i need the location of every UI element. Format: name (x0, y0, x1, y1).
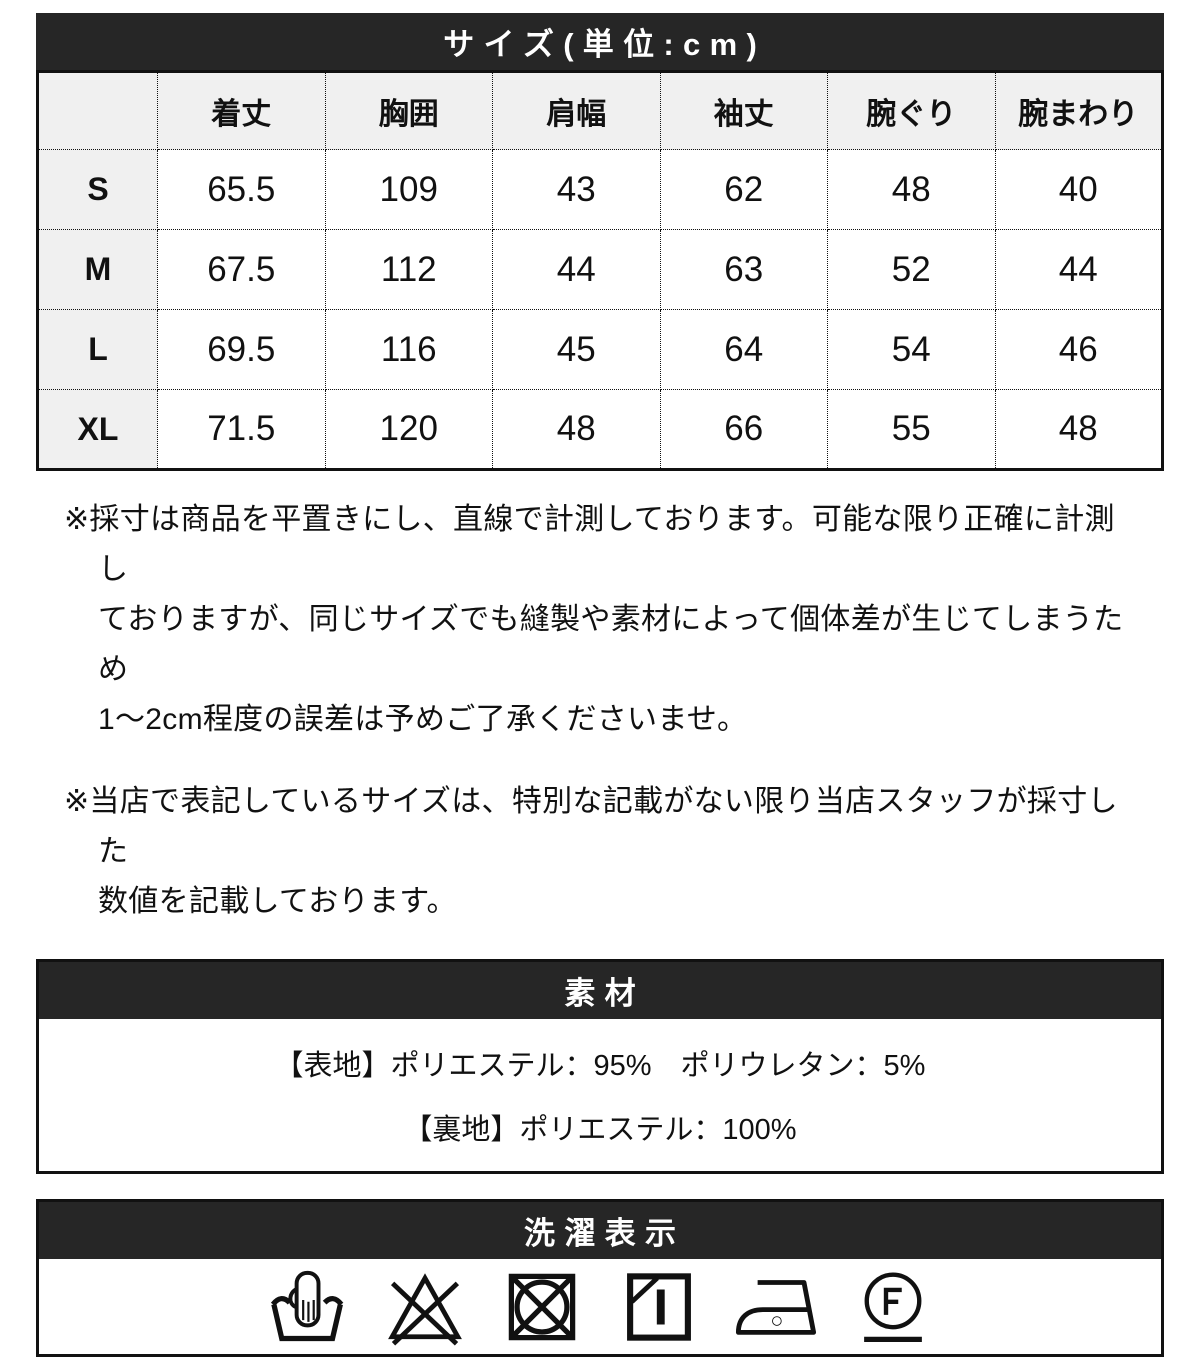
size-value-cell: 69.5 (157, 309, 326, 390)
size-value-cell: 52 (827, 229, 996, 310)
column-header: 腕ぐり (827, 71, 996, 150)
size-value-cell: 67.5 (157, 229, 326, 310)
laundry-section: 洗濯表示 (36, 1199, 1164, 1357)
column-header: 腕まわり (994, 71, 1163, 150)
size-value-cell: 65.5 (157, 149, 326, 230)
size-value-cell: 54 (827, 309, 996, 390)
size-value-cell: 64 (659, 309, 828, 390)
size-value-cell: 120 (324, 389, 493, 470)
size-value-cell: 44 (994, 229, 1163, 310)
size-table: 着丈 胸囲 肩幅 袖丈 腕ぐり 腕まわり S 65.5 109 43 62 48… (36, 70, 1164, 471)
laundry-section-title: 洗濯表示 (39, 1202, 1161, 1259)
size-label: S (37, 149, 158, 230)
size-section-title: サイズ(単位:cm) (36, 13, 1164, 70)
column-header: 肩幅 (492, 71, 661, 150)
column-header: 胸囲 (324, 71, 493, 150)
size-value-cell: 40 (994, 149, 1163, 230)
size-table-corner-cell (37, 71, 158, 150)
iron-low-heat-icon (735, 1279, 816, 1335)
size-label: L (37, 309, 158, 390)
size-table-section: サイズ(単位:cm) 着丈 胸囲 肩幅 袖丈 腕ぐり 腕まわり S (36, 13, 1164, 471)
table-row-s: S 65.5 109 43 62 48 40 (37, 149, 1163, 230)
hang-dry-in-shade-icon (626, 1272, 691, 1341)
table-row-l: L 69.5 116 45 64 54 46 (37, 309, 1163, 390)
dry-clean-petroleum-gentle-icon (863, 1271, 922, 1342)
size-value-cell: 43 (492, 149, 661, 230)
material-lining-fabric: 【裏地】ポリエステル：100% (403, 1114, 797, 1146)
size-value-cell: 46 (994, 309, 1163, 390)
do-not-bleach-icon (387, 1272, 462, 1345)
size-value-cell: 48 (827, 149, 996, 230)
material-outer-fabric: 【表地】ポリエステル：95% ポリウレタン：5% (274, 1050, 926, 1082)
column-header: 袖丈 (659, 71, 828, 150)
laundry-symbols-row (39, 1259, 1161, 1354)
material-body: 【表地】ポリエステル：95% ポリウレタン：5% 【裏地】ポリエステル：100% (39, 1019, 1161, 1171)
note-measurement-accuracy: ※採寸は商品を平置きにし、直線で計測しております。可能な限り正確に計測し ており… (64, 503, 1124, 736)
size-label: M (37, 229, 158, 310)
size-table-header-row: 着丈 胸囲 肩幅 袖丈 腕ぐり 腕まわり (37, 71, 1163, 150)
size-label: XL (37, 389, 158, 470)
note-staff-measured: ※当店で表記しているサイズは、特別な記載がない限り当店スタッフが採寸した 数値を… (64, 785, 1118, 918)
size-value-cell: 44 (492, 229, 661, 310)
size-value-cell: 116 (324, 309, 493, 390)
size-value-cell: 48 (994, 389, 1163, 470)
size-value-cell: 63 (659, 229, 828, 310)
size-value-cell: 71.5 (157, 389, 326, 470)
size-value-cell: 66 (659, 389, 828, 470)
hand-wash-icon (270, 1270, 343, 1341)
table-row-xl: XL 71.5 120 48 66 55 48 (37, 389, 1163, 470)
column-header: 着丈 (157, 71, 326, 150)
size-value-cell: 112 (324, 229, 493, 310)
size-value-cell: 109 (324, 149, 493, 230)
material-section-title: 素材 (39, 962, 1161, 1019)
measurement-notes: ※採寸は商品を平置きにし、直線で計測しております。可能な限り正確に計測し ており… (64, 495, 1138, 927)
table-row-m: M 67.5 112 44 63 52 44 (37, 229, 1163, 310)
size-value-cell: 48 (492, 389, 661, 470)
do-not-tumble-dry-icon (508, 1273, 575, 1340)
size-value-cell: 62 (659, 149, 828, 230)
size-value-cell: 45 (492, 309, 661, 390)
size-value-cell: 55 (827, 389, 996, 470)
material-section: 素材 【表地】ポリエステル：95% ポリウレタン：5% 【裏地】ポリエステル：1… (36, 959, 1164, 1174)
